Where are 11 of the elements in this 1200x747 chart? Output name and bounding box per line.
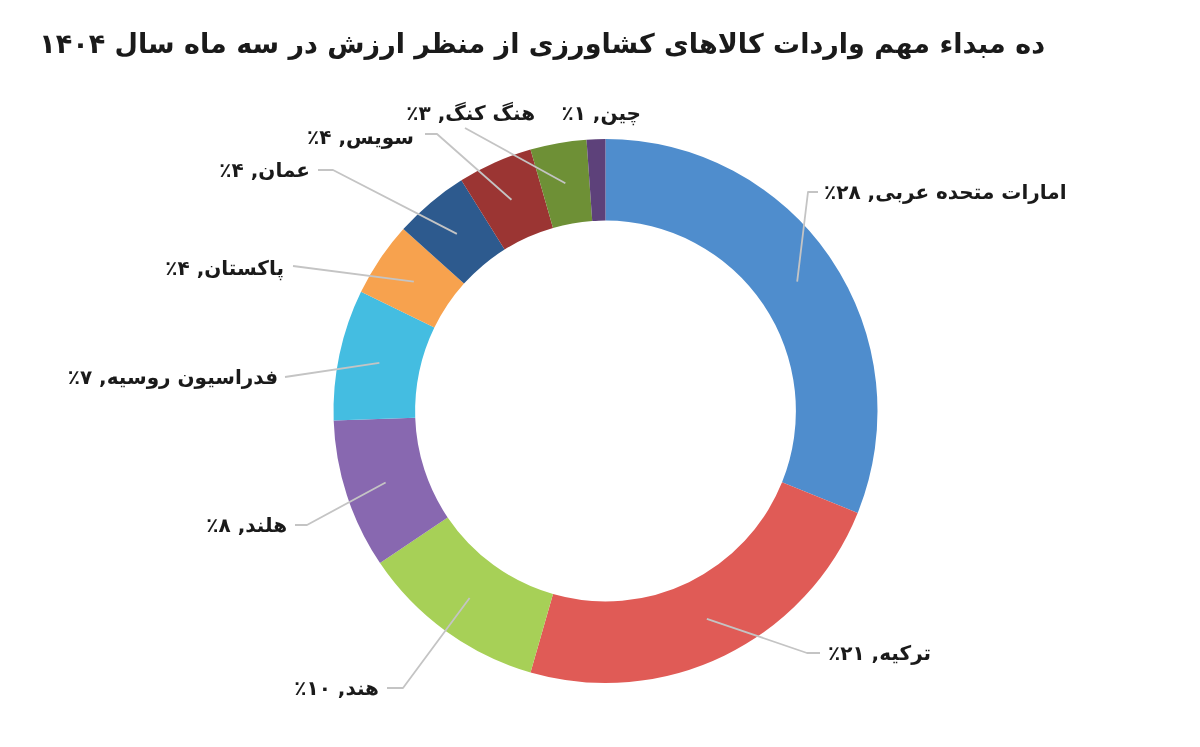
slice-label: سویس, ۴٪: [307, 125, 414, 149]
slice-label: هنگ کنگ, ۳٪: [406, 101, 535, 125]
chart-title: ده مبداء مهم واردات کالاهای کشاورزی از منظر ارزش در سه ماه سال ۱۴۰۴: [39, 28, 1045, 59]
slice-label: چین, ۱٪: [561, 101, 641, 125]
slice-label: هند, ۱۰٪: [294, 676, 379, 700]
slice-label: امارات متحده عربی, ۲۸٪: [824, 180, 1067, 204]
slice-label: عمان, ۴٪: [219, 158, 310, 182]
slice-label: پاکستان, ۴٪: [165, 256, 284, 280]
slice-label: ترکیه, ۲۱٪: [828, 641, 932, 665]
slice-label: فدراسیون روسیه, ۷٪: [67, 365, 278, 389]
slice-label: هلند, ۸٪: [206, 513, 287, 537]
